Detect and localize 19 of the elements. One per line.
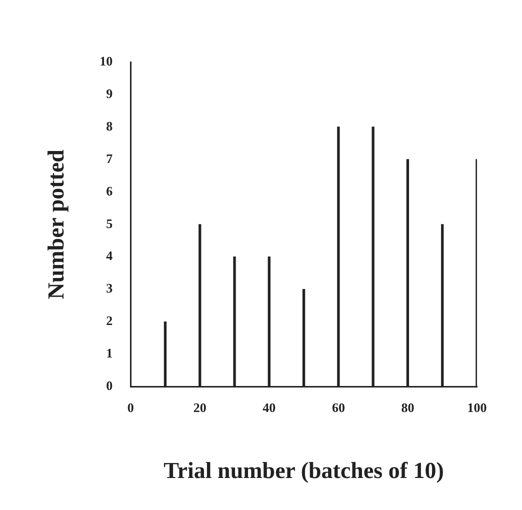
x-axis-title: Trial number (batches of 10) xyxy=(164,458,444,484)
y-tick-label: 8 xyxy=(106,118,114,134)
y-axis-title: Number potted xyxy=(44,149,69,300)
y-tick-label: 5 xyxy=(106,216,114,231)
y-tick-label: 1 xyxy=(106,346,113,361)
y-tick-label: 7 xyxy=(106,150,114,166)
y-tick-label: 4 xyxy=(106,248,114,264)
y-tick-label: 6 xyxy=(106,183,114,198)
x-tick-label: 20 xyxy=(193,400,206,415)
y-tick-label: 3 xyxy=(106,280,114,296)
y-tick-label: 2 xyxy=(106,313,113,328)
y-tick-label: 9 xyxy=(106,86,114,101)
x-tick-label: 0 xyxy=(127,400,134,415)
y-tick-label: 0 xyxy=(106,378,113,394)
x-tick-label: 80 xyxy=(401,400,414,415)
x-tick-label: 60 xyxy=(332,400,345,415)
x-tick-label: 100 xyxy=(467,400,487,415)
y-tick-label: 10 xyxy=(100,53,113,68)
x-tick-label: 40 xyxy=(262,400,276,415)
